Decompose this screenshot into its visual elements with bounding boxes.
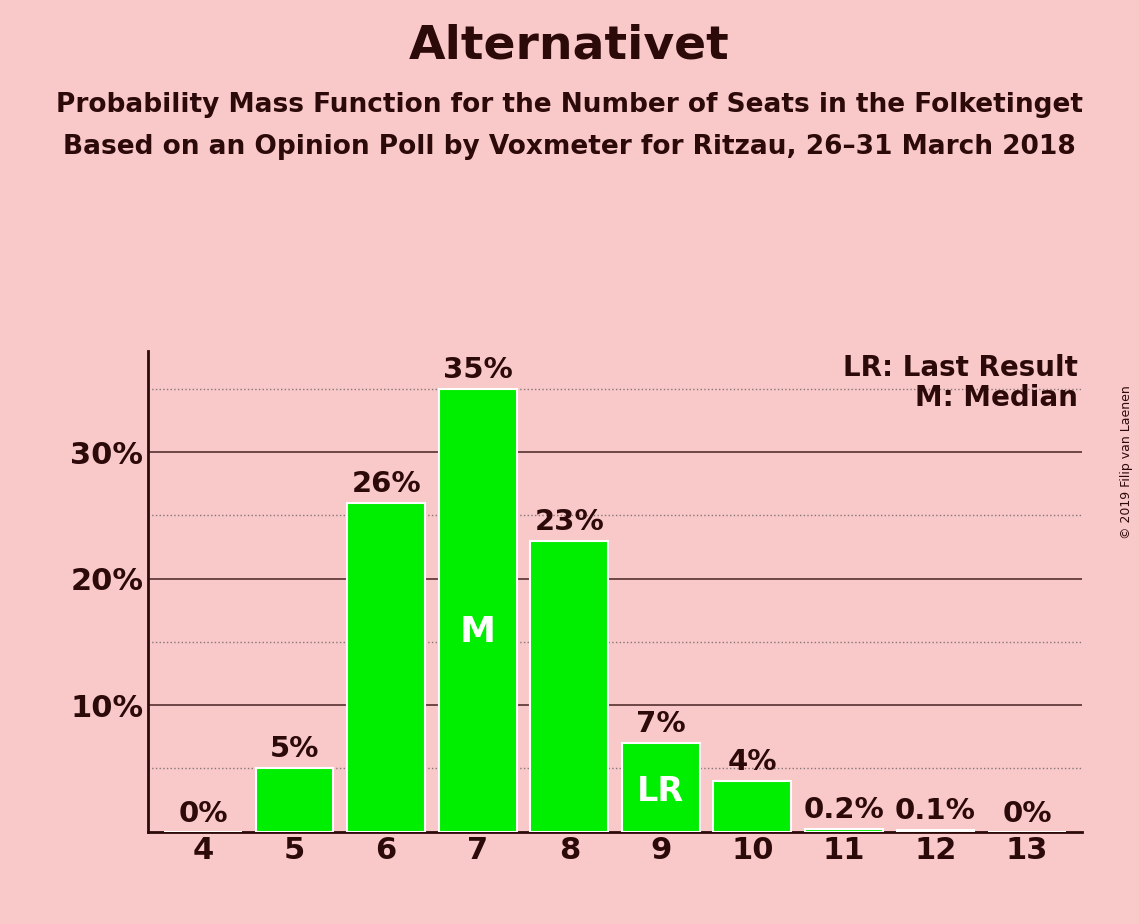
Text: © 2019 Filip van Laenen: © 2019 Filip van Laenen — [1121, 385, 1133, 539]
Text: 0.1%: 0.1% — [895, 797, 976, 825]
Text: M: M — [460, 615, 495, 650]
Bar — [896, 831, 975, 832]
Text: Probability Mass Function for the Number of Seats in the Folketinget: Probability Mass Function for the Number… — [56, 92, 1083, 118]
Text: 0%: 0% — [1002, 800, 1051, 828]
Text: Based on an Opinion Poll by Voxmeter for Ritzau, 26–31 March 2018: Based on an Opinion Poll by Voxmeter for… — [63, 134, 1076, 160]
Text: 23%: 23% — [534, 507, 604, 536]
Bar — [531, 541, 608, 832]
Text: M: Median: M: Median — [915, 384, 1077, 412]
Text: 0.2%: 0.2% — [804, 796, 884, 824]
Bar — [805, 829, 883, 832]
Text: Alternativet: Alternativet — [409, 23, 730, 68]
Text: LR: LR — [638, 775, 685, 808]
Text: 0%: 0% — [179, 800, 228, 828]
Bar — [622, 743, 699, 832]
Text: 35%: 35% — [443, 356, 513, 384]
Text: 4%: 4% — [728, 748, 777, 776]
Bar — [439, 389, 517, 832]
Text: 5%: 5% — [270, 736, 319, 763]
Bar — [347, 503, 425, 832]
Bar — [713, 781, 792, 832]
Bar — [255, 769, 334, 832]
Text: 7%: 7% — [636, 710, 686, 738]
Text: 26%: 26% — [351, 469, 421, 498]
Text: LR: Last Result: LR: Last Result — [843, 354, 1077, 382]
